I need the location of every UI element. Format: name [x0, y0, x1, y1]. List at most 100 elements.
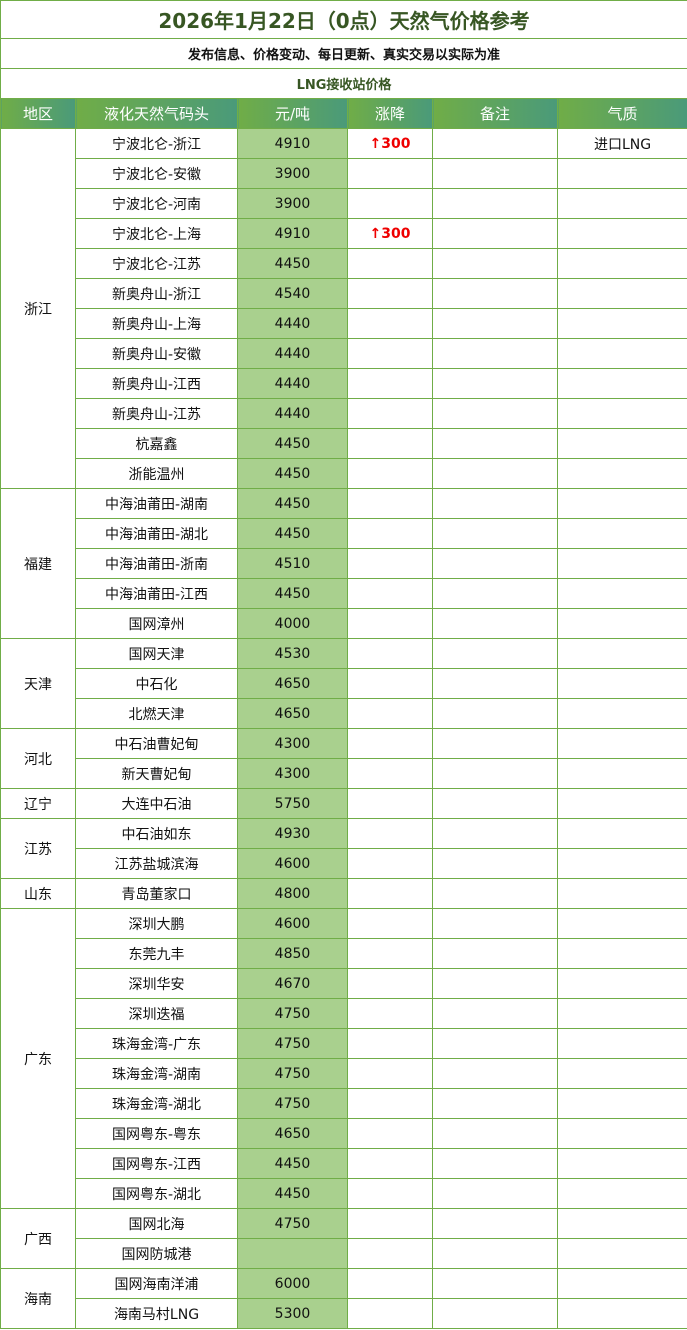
terminal-cell: 新奥舟山-江苏 [75, 398, 238, 429]
quality-cell [556, 578, 687, 609]
note-cell [432, 458, 558, 489]
terminal-cell: 国网粤东-江西 [75, 1148, 238, 1179]
note-cell [432, 278, 558, 309]
quality-cell [556, 698, 687, 729]
price-cell: 6000 [237, 1268, 348, 1299]
table-row: 浙江 宁波北仑-浙江 4910 ↑300 进口LNG [0, 128, 687, 489]
price-cell: 4750 [237, 1058, 348, 1089]
quality-cell [556, 848, 687, 879]
price-cell: 4510 [237, 548, 348, 579]
price-cell: 4650 [237, 698, 348, 729]
note-cell [432, 188, 558, 219]
note-cell [432, 1268, 558, 1299]
change-cell [347, 788, 433, 819]
region-cell: 广西 [0, 1208, 76, 1269]
quality-cell [556, 638, 687, 669]
table-row: 辽宁 大连中石油 5750 [0, 788, 687, 819]
terminal-cell: 杭嘉鑫 [75, 428, 238, 459]
quality-cell [556, 218, 687, 249]
note-cell [432, 908, 558, 939]
price-cell: 4530 [237, 638, 348, 669]
change-cell [347, 368, 433, 399]
note-cell [432, 578, 558, 609]
price-cell: 4540 [237, 278, 348, 309]
price-cell: 4650 [237, 668, 348, 699]
quality-cell [556, 518, 687, 549]
table-row: 北燃天津 4650 [1, 698, 687, 729]
table-row: 新天曹妃甸 4300 [1, 758, 687, 789]
note-cell [432, 968, 558, 999]
table-row: 深圳华安 4670 [1, 968, 687, 999]
quality-cell [556, 968, 687, 999]
quality-cell [556, 458, 687, 489]
quality-cell [556, 908, 687, 939]
quality-cell [556, 278, 687, 309]
price-cell: 4440 [237, 338, 348, 369]
terminal-cell: 国网粤东-湖北 [75, 1178, 238, 1209]
note-cell [432, 128, 558, 159]
terminal-cell: 深圳华安 [75, 968, 238, 999]
note-cell [432, 1208, 558, 1239]
change-cell [347, 608, 433, 639]
note-cell [432, 1118, 558, 1149]
note-cell [432, 158, 558, 189]
quality-cell [556, 1118, 687, 1149]
terminal-cell: 深圳大鹏 [75, 908, 238, 939]
table-row: 中海油莆田-浙南 4510 [1, 548, 687, 579]
change-cell [347, 908, 433, 939]
page-title: 2026年1月22日（0点）天然气价格参考 [0, 0, 687, 39]
table-row: 珠海金湾-湖北 4750 [1, 1088, 687, 1119]
price-cell: 4600 [237, 908, 348, 939]
table-row: 宁波北仑-上海 4910 ↑300 [1, 218, 687, 249]
table-row: 新奥舟山-浙江 4540 [1, 278, 687, 309]
table-row: 广东 深圳大鹏 4600 [0, 908, 687, 1209]
note-cell [432, 218, 558, 249]
terminal-cell: 中海油莆田-浙南 [75, 548, 238, 579]
change-cell [347, 158, 433, 189]
table-row: 宁波北仑-河南 3900 [1, 188, 687, 219]
price-cell: 4750 [237, 1208, 348, 1239]
quality-cell [556, 1088, 687, 1119]
table-row: 新奥舟山-江苏 4440 [1, 398, 687, 429]
price-cell: 4670 [237, 968, 348, 999]
table-row: 宁波北仑-安徽 3900 [1, 158, 687, 189]
change-cell [347, 1028, 433, 1059]
note-cell [432, 1178, 558, 1209]
table-row: 宁波北仑-江苏 4450 [1, 248, 687, 279]
quality-cell [556, 158, 687, 189]
price-cell: 4650 [237, 1118, 348, 1149]
note-cell [432, 668, 558, 699]
table-row: 福建 中海油莆田-湖南 4450 [0, 488, 687, 639]
quality-cell [556, 338, 687, 369]
region-cell: 浙江 [0, 128, 76, 489]
header-terminal: 液化天然气码头 [75, 98, 238, 129]
change-cell [347, 308, 433, 339]
price-cell: 3900 [237, 158, 348, 189]
note-cell [432, 428, 558, 459]
note-cell [432, 548, 558, 579]
change-cell [347, 458, 433, 489]
terminal-cell: 大连中石油 [75, 788, 238, 819]
price-cell: 4750 [237, 998, 348, 1029]
note-cell [432, 1298, 558, 1329]
price-cell: 4910 [237, 218, 348, 249]
region-cell: 辽宁 [0, 788, 76, 819]
terminal-cell: 宁波北仑-安徽 [75, 158, 238, 189]
price-cell: 4600 [237, 848, 348, 879]
table-row: 新奥舟山-江西 4440 [1, 368, 687, 399]
table-row: 东莞九丰 4850 [1, 938, 687, 969]
note-cell [432, 638, 558, 669]
note-cell [432, 818, 558, 849]
price-cell: 4450 [237, 1178, 348, 1209]
change-cell [347, 548, 433, 579]
quality-cell [556, 1238, 687, 1269]
terminal-cell: 浙能温州 [75, 458, 238, 489]
quality-cell [556, 758, 687, 789]
note-cell [432, 998, 558, 1029]
terminal-cell: 中海油莆田-江西 [75, 578, 238, 609]
note-cell [432, 758, 558, 789]
region-cell: 广东 [0, 908, 76, 1209]
price-cell: 4440 [237, 368, 348, 399]
table-row: 杭嘉鑫 4450 [1, 428, 687, 459]
